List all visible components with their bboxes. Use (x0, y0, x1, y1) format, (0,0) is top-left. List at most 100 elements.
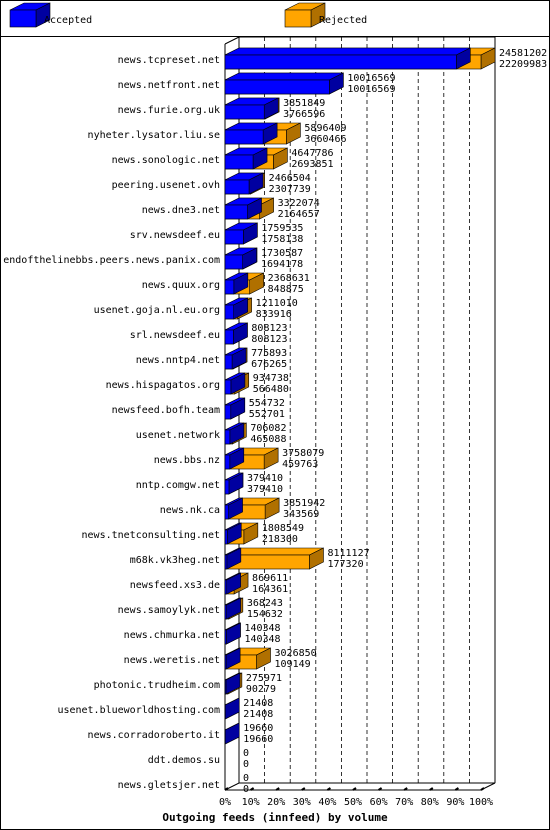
legend-swatch-accepted-box (9, 2, 51, 28)
bar-accepted (224, 447, 245, 470)
value-label-accepted: 0 (243, 759, 249, 770)
bar-accepted (224, 222, 258, 245)
value-label-accepted: 3660466 (304, 134, 346, 145)
bar-accepted-front (224, 604, 227, 620)
value-label-accepted: 22209983 (499, 59, 547, 70)
value-label-rejected: 554732 (249, 398, 285, 409)
bar-accepted (224, 722, 240, 745)
value-label-accepted: 177320 (327, 559, 363, 570)
bar-accepted (224, 597, 241, 620)
category-labels: news.tcpreset.net news.netfront.net news.f… (3, 55, 220, 791)
value-label-rejected: 1759535 (261, 223, 303, 234)
bar-accepted (224, 672, 241, 695)
x-tick-label: 0% (219, 797, 231, 808)
category-label: news.sonologic.net (112, 155, 220, 166)
bar-accepted-front (224, 429, 231, 445)
category-label: newsfeed.xs3.de (130, 580, 220, 591)
x-tick-mark (403, 787, 408, 791)
bar-accepted-top (224, 47, 471, 56)
bar-accepted-front (224, 379, 232, 395)
value-label-accepted: 2307739 (269, 184, 311, 195)
value-label-rejected: 1211010 (256, 298, 298, 309)
value-label-rejected: 1730587 (261, 248, 303, 259)
value-label-rejected: 3851849 (283, 98, 325, 109)
x-tick-label: 90% (446, 797, 464, 808)
category-label: usenet.goja.nl.eu.org (94, 305, 220, 316)
bar-accepted (224, 547, 242, 570)
x-tick-mark (224, 787, 229, 791)
bar-accepted-front (224, 129, 264, 145)
bar-accepted-front (224, 454, 231, 470)
category-label: peering.usenet.ovh (112, 180, 220, 191)
value-label-rejected: 2466504 (269, 173, 311, 184)
x-tick-label: 40% (318, 797, 336, 808)
bar-accepted-front (224, 579, 228, 595)
value-label-accepted: 10016569 (347, 84, 395, 95)
bar-accepted-front (224, 104, 265, 120)
category-label: news.tnetconsulting.net (82, 530, 220, 541)
bar-accepted (224, 297, 248, 320)
value-label-rejected: 8111127 (327, 548, 369, 559)
gridlines (264, 37, 470, 783)
value-label-rejected: 808123 (251, 323, 287, 334)
bar-accepted (224, 422, 245, 445)
x-tick-label: 10% (242, 797, 260, 808)
x-tick-label: 70% (395, 797, 413, 808)
value-label-rejected: 3322074 (278, 198, 320, 209)
category-label: nntp.comgw.net (136, 480, 220, 491)
value-label-accepted: 154632 (247, 609, 283, 620)
value-label-rejected: 0 (243, 748, 249, 759)
value-label-rejected: 3026850 (275, 648, 317, 659)
legend-label-rejected: Rejected (319, 15, 367, 26)
value-label-rejected: 368243 (247, 598, 283, 609)
value-label-rejected: 10016569 (347, 73, 395, 84)
value-label-rejected: 0 (243, 773, 249, 784)
bar-accepted (224, 247, 257, 270)
category-label: ddt.demos.su (148, 755, 220, 766)
category-label: news.bbs.nz (154, 455, 220, 466)
bar-accepted (224, 197, 262, 220)
plot-corner (224, 36, 240, 45)
x-axis-ticks: 0% 10% 20% 30% 40% 50% 60% 70% 80% 90% 100% (219, 787, 493, 808)
value-label-rejected: 275971 (246, 673, 282, 684)
category-label: news.dne3.net (142, 205, 220, 216)
value-label-rejected: 3758079 (282, 448, 324, 459)
value-label-accepted: 2693851 (291, 159, 333, 170)
bar-accepted (224, 397, 246, 420)
x-axis-title: Outgoing feeds (innfeed) by volume (162, 811, 388, 824)
plot-floor (224, 782, 496, 791)
value-label-rejected: 5896409 (304, 123, 346, 134)
bar-accepted-top (224, 72, 344, 81)
value-label-accepted: 465088 (250, 434, 286, 445)
value-label-accepted: 676265 (251, 359, 287, 370)
bar-accepted-front (224, 279, 235, 295)
x-tick-mark (454, 787, 459, 791)
x-tick-mark (275, 787, 280, 791)
value-label-rejected: 3851942 (283, 498, 325, 509)
bar-accepted-front (224, 204, 248, 220)
legend-swatch-rejected-box-front (284, 9, 312, 28)
value-label-accepted: 552701 (249, 409, 285, 420)
value-label-accepted: 218300 (262, 534, 298, 545)
bar-accepted-front (224, 529, 228, 545)
legend: Accepted Rejected (9, 2, 367, 28)
value-label-rejected: 140348 (244, 623, 280, 634)
legend-swatch-accepted-box-front (9, 9, 37, 28)
legend-swatch-rejected-box (284, 2, 326, 28)
x-tick-mark (250, 787, 255, 791)
bar-accepted-front (224, 479, 230, 495)
category-label: news.gletsjer.net (118, 780, 220, 791)
x-tick-label: 60% (370, 797, 388, 808)
value-label-accepted: 343569 (283, 509, 319, 520)
category-label: news.tcpreset.net (118, 55, 220, 66)
value-label-accepted: 109149 (275, 659, 311, 670)
bar-accepted-front (224, 329, 234, 345)
category-label: usenet.network (136, 430, 220, 441)
value-label-accepted: 3766596 (283, 109, 325, 120)
category-label: newsfeed.bofh.team (112, 405, 220, 416)
bar-accepted-front (224, 654, 227, 670)
value-label-accepted: 2164657 (278, 209, 320, 220)
bar-accepted (224, 272, 249, 295)
x-tick-mark (326, 787, 331, 791)
